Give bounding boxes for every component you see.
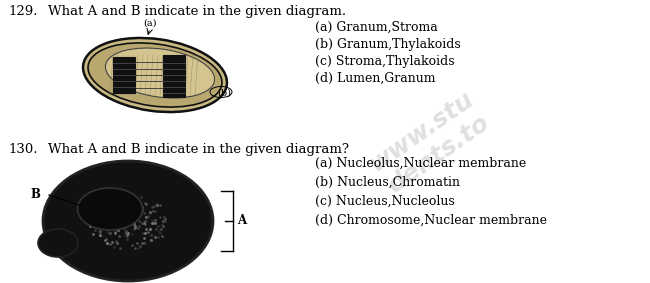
Text: 129.: 129.	[8, 5, 38, 18]
Bar	[113, 57, 135, 93]
Text: What A and B indicate in the given diagram.: What A and B indicate in the given diagr…	[48, 5, 346, 18]
Text: (a): (a)	[143, 19, 157, 28]
Ellipse shape	[38, 229, 78, 257]
Bar	[163, 55, 185, 97]
Text: (a) Granum,Stroma: (a) Granum,Stroma	[315, 21, 437, 34]
Text: (b): (b)	[217, 89, 231, 98]
Ellipse shape	[77, 188, 142, 230]
Text: (c) Nucleus,Nucleolus: (c) Nucleus,Nucleolus	[315, 195, 455, 208]
Text: 130.: 130.	[8, 143, 38, 156]
Text: B: B	[30, 188, 40, 201]
Text: (b) Nucleus,Chromatin: (b) Nucleus,Chromatin	[315, 176, 460, 189]
Text: What A and B indicate in the given diagram?: What A and B indicate in the given diagr…	[48, 143, 349, 156]
Ellipse shape	[83, 38, 227, 112]
Ellipse shape	[105, 48, 214, 98]
Text: www.stu
dents.to: www.stu dents.to	[365, 87, 495, 199]
Text: (d) Chromosome,Nuclear membrane: (d) Chromosome,Nuclear membrane	[315, 214, 547, 227]
Text: (c) Stroma,Thylakoids: (c) Stroma,Thylakoids	[315, 55, 454, 68]
Ellipse shape	[43, 161, 213, 281]
Ellipse shape	[88, 43, 222, 107]
Text: (b) Granum,Thylakoids: (b) Granum,Thylakoids	[315, 38, 461, 51]
Text: (a) Nucleolus,Nuclear membrane: (a) Nucleolus,Nuclear membrane	[315, 157, 526, 170]
Text: (d) Lumen,Granum: (d) Lumen,Granum	[315, 72, 436, 85]
Text: A: A	[237, 215, 246, 228]
